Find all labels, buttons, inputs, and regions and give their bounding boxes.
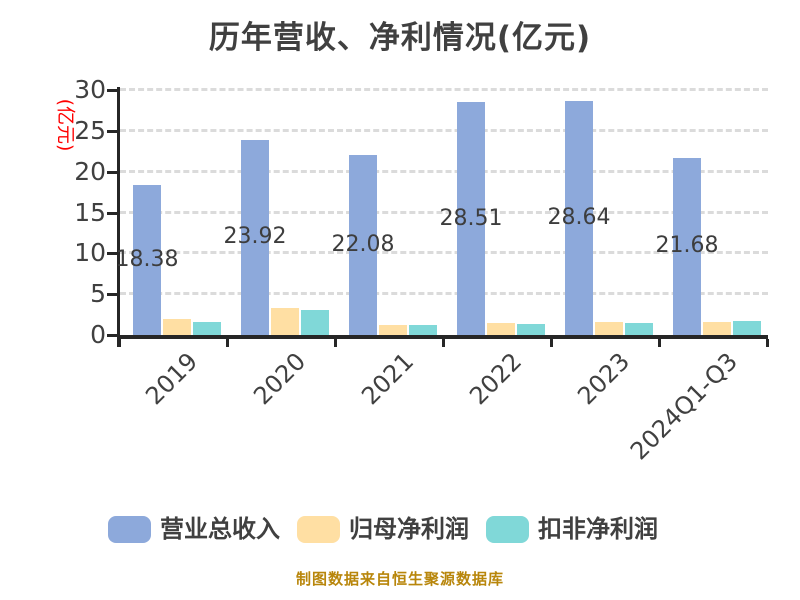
x-tick-1 (226, 339, 229, 347)
bar-扣非净利润-2021 (409, 325, 437, 335)
gridline-25 (120, 128, 768, 132)
x-tick-2 (334, 339, 337, 347)
bar-value-label-2023: 28.64 (547, 205, 611, 231)
y-tick-10 (107, 252, 117, 256)
legend-item-扣非净利润: 扣非净利润 (486, 516, 658, 543)
legend-label: 扣非净利润 (538, 515, 658, 543)
y-tick-label-30: 30 (74, 75, 106, 104)
bar-value-label-2021: 22.08 (331, 231, 395, 257)
x-category-label-2021: 2021 (356, 347, 420, 411)
bar-归母净利润-2021 (379, 324, 407, 335)
y-tick-30 (107, 89, 117, 92)
y-tick-label-0: 0 (90, 320, 106, 349)
x-tick-5 (658, 339, 661, 347)
y-tick-0 (107, 334, 117, 337)
y-tick-5 (107, 293, 117, 297)
bar-营业总收入-2020 (241, 139, 269, 335)
gridline-10 (120, 251, 768, 255)
chart-title: 历年营收、净利情况(亿元) (208, 20, 592, 56)
bar-营业总收入-2023 (565, 101, 593, 335)
y-tick-label-25: 25 (74, 115, 106, 145)
legend: 营业总收入 归母净利润 扣非净利润 (108, 516, 675, 543)
bar-营业总收入-2022 (457, 102, 485, 335)
bar-扣非净利润-2024Q1-Q3 (733, 321, 761, 335)
legend-swatch-营业总收入 (108, 516, 151, 543)
bar-扣非净利润-2020 (301, 309, 329, 335)
x-category-label-2019: 2019 (140, 347, 204, 411)
bar-归母净利润-2020 (271, 308, 299, 335)
bar-归母净利润-2019 (163, 319, 191, 335)
x-category-label-2023: 2023 (572, 347, 636, 411)
x-tick-0 (118, 339, 121, 347)
x-tick-4 (550, 339, 553, 347)
y-tick-label-15: 15 (74, 197, 106, 227)
y-tick-label-10: 10 (74, 238, 106, 268)
bar-扣非净利润-2023 (625, 322, 653, 335)
bar-归母净利润-2023 (595, 321, 623, 335)
y-tick-15 (107, 211, 117, 215)
bar-value-label-2019: 18.38 (115, 246, 179, 272)
bar-营业总收入-2019 (133, 184, 161, 335)
y-axis-line (117, 87, 120, 347)
gridline-20 (120, 169, 768, 173)
gridline-30 (120, 88, 768, 91)
bar-value-label-2022: 28.51 (439, 205, 503, 231)
x-category-label-2020: 2020 (248, 347, 312, 411)
bar-扣非净利润-2022 (517, 324, 545, 335)
bar-归母净利润-2024Q1-Q3 (703, 321, 731, 335)
bar-value-label-2020: 23.92 (223, 224, 287, 250)
legend-label: 归母净利润 (349, 515, 469, 543)
y-tick-label-20: 20 (74, 156, 106, 186)
x-category-label-2024Q1-Q3: 2024Q1-Q3 (625, 347, 744, 466)
bar-value-label-2024Q1-Q3: 21.68 (655, 233, 719, 259)
y-tick-25 (107, 129, 117, 133)
bar-归母净利润-2022 (487, 322, 515, 335)
x-tick-3 (442, 339, 445, 347)
gridline-15 (120, 210, 768, 214)
y-tick-label-5: 5 (90, 279, 106, 309)
legend-item-营业总收入: 营业总收入 (108, 516, 280, 543)
x-tick-6 (766, 339, 769, 347)
legend-swatch-扣非净利润 (486, 516, 529, 543)
legend-label: 营业总收入 (160, 515, 280, 543)
x-axis-line (117, 335, 768, 339)
bar-扣非净利润-2019 (193, 321, 221, 335)
legend-swatch-归母净利润 (297, 516, 340, 543)
bar-营业总收入-2021 (349, 154, 377, 335)
source-note: 制图数据来自恒生聚源数据库 (295, 570, 504, 588)
bar-营业总收入-2024Q1-Q3 (673, 157, 701, 335)
x-category-label-2022: 2022 (464, 347, 528, 411)
legend-item-归母净利润: 归母净利润 (297, 516, 469, 543)
gridline-5 (120, 292, 768, 296)
y-tick-20 (107, 170, 117, 174)
